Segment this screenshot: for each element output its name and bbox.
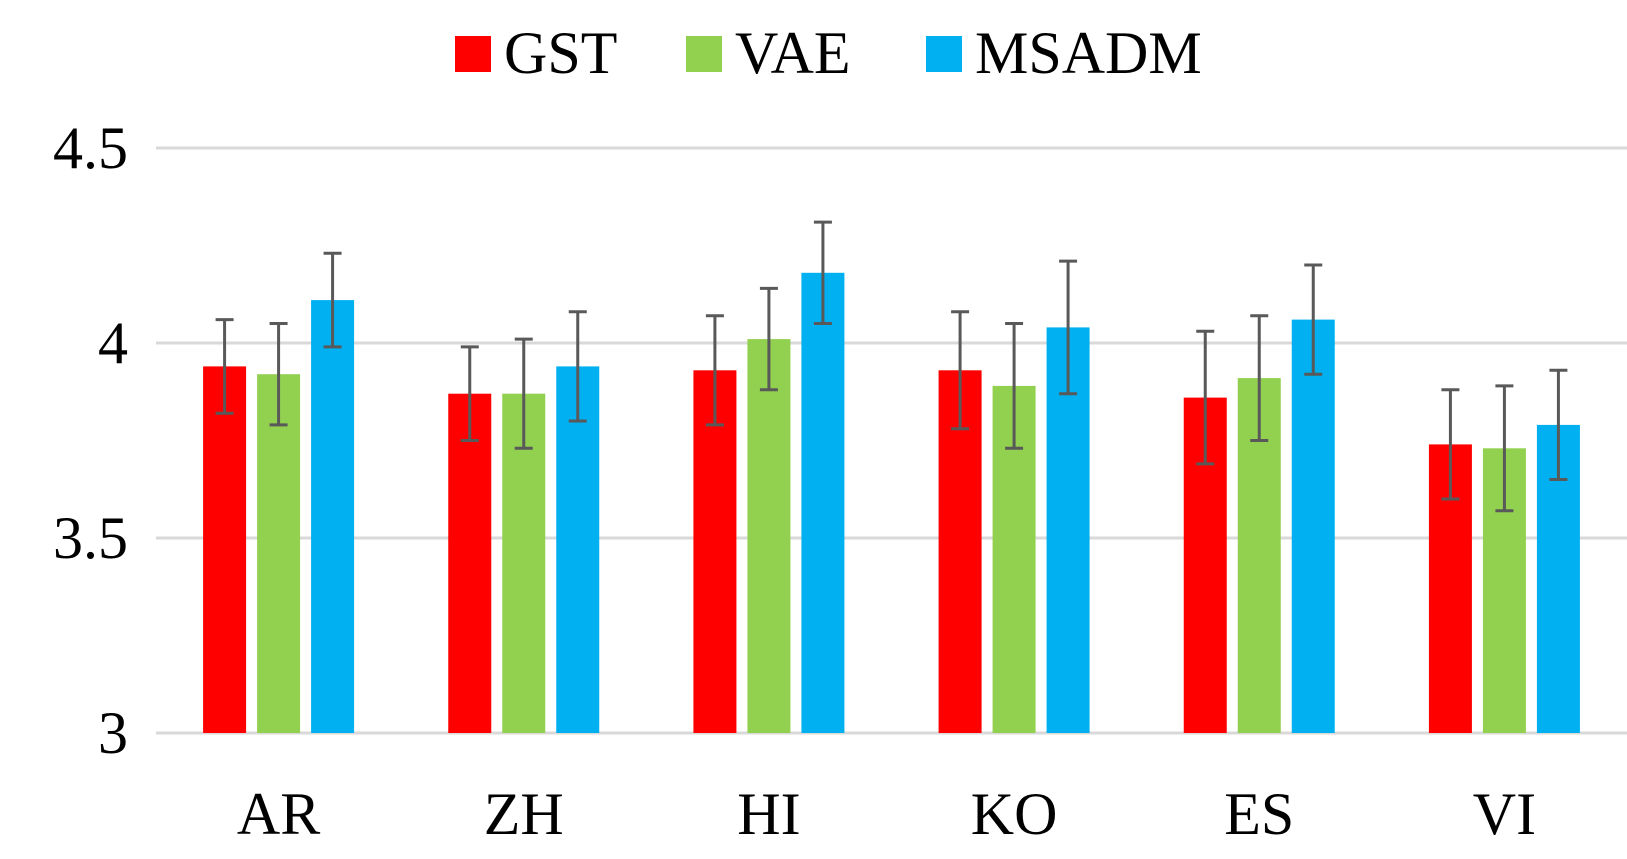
x-tick-label: HI <box>737 781 800 847</box>
legend-item-gst: GST <box>455 20 617 86</box>
error-bar-msadm-ko <box>1059 259 1078 396</box>
error-bar-gst-ar <box>215 318 234 415</box>
x-tick-label: AR <box>237 781 320 847</box>
error-bars <box>215 220 1568 513</box>
bar-gst-hi <box>693 370 737 733</box>
error-bar-msadm-vi <box>1549 368 1568 481</box>
legend-item-msadm: MSADM <box>926 20 1202 86</box>
error-bar-vae-es <box>1250 314 1269 442</box>
bar-gst-zh <box>448 393 492 733</box>
legend-swatch <box>686 36 722 72</box>
error-bar-msadm-es <box>1304 263 1323 376</box>
bar-gst-ar <box>203 366 247 733</box>
error-bar-gst-hi <box>705 314 724 427</box>
x-tick-label: ES <box>1224 781 1294 847</box>
legend-swatch <box>926 36 962 72</box>
y-axis-ticks: 3 3.5 4 4.5 <box>53 115 128 766</box>
error-bar-vae-hi <box>759 286 778 392</box>
bar-gst-ko <box>938 370 982 733</box>
x-axis-labels: AR ZH HI KO ES VI <box>237 781 1536 847</box>
y-tick-label: 4.5 <box>53 115 128 181</box>
bar-vae-hi <box>747 339 791 733</box>
error-bar-gst-ko <box>951 310 970 431</box>
error-bar-vae-zh <box>514 337 533 450</box>
error-bar-vae-vi <box>1495 384 1514 513</box>
error-bar-gst-vi <box>1441 388 1460 501</box>
legend-item-vae: VAE <box>686 20 851 86</box>
error-bar-vae-ar <box>269 322 288 427</box>
x-tick-label: VI <box>1473 781 1536 847</box>
legend-label: GST <box>504 20 617 86</box>
error-bar-msadm-hi <box>813 220 832 325</box>
bars <box>203 272 1580 733</box>
legend-swatch <box>455 36 491 72</box>
x-tick-label: ZH <box>484 781 564 847</box>
x-tick-label: KO <box>971 781 1058 847</box>
bar-msadm-zh <box>556 366 600 733</box>
bar-msadm-hi <box>801 272 845 733</box>
legend: GST VAE MSADM <box>455 20 1202 86</box>
y-tick-label: 4 <box>98 310 128 376</box>
bar-vae-zh <box>502 393 546 733</box>
bar-msadm-ar <box>311 300 355 733</box>
gridlines <box>156 146 1627 735</box>
y-tick-label: 3.5 <box>53 505 128 571</box>
bar-msadm-es <box>1291 319 1335 733</box>
error-bar-vae-ko <box>1005 322 1024 450</box>
y-tick-label: 3 <box>98 700 128 766</box>
legend-label: MSADM <box>975 20 1202 86</box>
error-bar-msadm-zh <box>568 310 587 423</box>
error-bar-gst-zh <box>460 345 479 442</box>
error-bar-gst-es <box>1196 329 1215 466</box>
error-bar-msadm-ar <box>323 251 342 349</box>
legend-label: VAE <box>735 20 851 86</box>
bar-vae-ar <box>257 374 301 733</box>
